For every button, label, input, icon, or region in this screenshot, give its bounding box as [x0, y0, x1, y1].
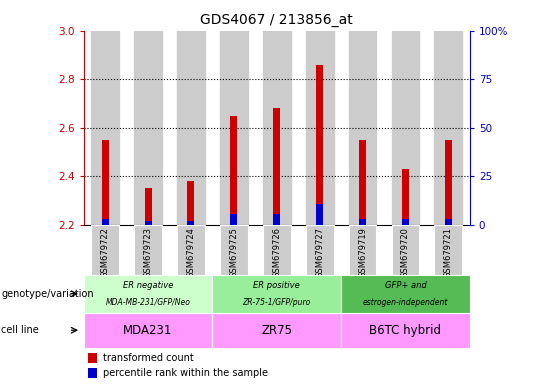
Bar	[231, 116, 238, 225]
Bar	[87, 368, 97, 378]
FancyBboxPatch shape	[84, 275, 212, 313]
Text: GSM679721: GSM679721	[444, 227, 453, 278]
Text: estrogen-independent: estrogen-independent	[363, 298, 448, 307]
FancyBboxPatch shape	[341, 313, 470, 348]
Bar	[231, 214, 238, 225]
Text: GSM679719: GSM679719	[358, 227, 367, 278]
Bar	[145, 221, 152, 225]
Bar	[316, 204, 323, 225]
FancyBboxPatch shape	[263, 225, 291, 275]
FancyBboxPatch shape	[91, 225, 119, 275]
Text: MDA231: MDA231	[123, 324, 173, 337]
Title: GDS4067 / 213856_at: GDS4067 / 213856_at	[200, 13, 353, 27]
Bar	[273, 108, 280, 225]
FancyBboxPatch shape	[392, 225, 420, 275]
Bar	[349, 31, 376, 225]
Bar	[359, 140, 366, 225]
FancyBboxPatch shape	[212, 313, 341, 348]
Bar	[177, 31, 205, 225]
Bar	[359, 218, 366, 225]
Text: ER positive: ER positive	[253, 281, 300, 290]
Bar	[273, 214, 280, 225]
Bar	[187, 221, 194, 225]
FancyBboxPatch shape	[177, 225, 205, 275]
Bar	[102, 140, 109, 225]
Bar	[306, 31, 334, 225]
FancyBboxPatch shape	[220, 225, 248, 275]
Text: GSM679725: GSM679725	[230, 227, 238, 278]
Text: cell line: cell line	[1, 325, 39, 335]
Bar	[402, 169, 409, 225]
Text: GSM679722: GSM679722	[100, 227, 110, 278]
Text: ER negative: ER negative	[123, 281, 173, 290]
Text: GSM679726: GSM679726	[272, 227, 281, 278]
Bar	[187, 181, 194, 225]
Text: ZR75: ZR75	[261, 324, 292, 337]
FancyBboxPatch shape	[349, 225, 376, 275]
Bar	[134, 31, 162, 225]
Text: GSM679723: GSM679723	[144, 227, 153, 278]
Bar	[402, 218, 409, 225]
Bar	[87, 353, 97, 363]
Bar	[392, 31, 420, 225]
FancyBboxPatch shape	[134, 225, 162, 275]
Bar	[102, 218, 109, 225]
FancyBboxPatch shape	[212, 275, 341, 313]
Text: B6TC hybrid: B6TC hybrid	[369, 324, 442, 337]
FancyBboxPatch shape	[84, 313, 212, 348]
Text: GSM679727: GSM679727	[315, 227, 324, 278]
Bar	[145, 188, 152, 225]
Bar	[445, 218, 452, 225]
FancyBboxPatch shape	[306, 225, 334, 275]
Text: GFP+ and: GFP+ and	[384, 281, 426, 290]
Bar	[263, 31, 291, 225]
Text: genotype/variation: genotype/variation	[1, 289, 94, 299]
FancyBboxPatch shape	[341, 275, 470, 313]
Text: GSM679720: GSM679720	[401, 227, 410, 278]
Bar	[445, 140, 452, 225]
Text: percentile rank within the sample: percentile rank within the sample	[103, 368, 268, 378]
Text: transformed count: transformed count	[103, 353, 194, 363]
Bar	[220, 31, 248, 225]
FancyBboxPatch shape	[434, 225, 462, 275]
Bar	[91, 31, 119, 225]
Text: ZR-75-1/GFP/puro: ZR-75-1/GFP/puro	[242, 298, 311, 307]
Bar	[434, 31, 462, 225]
Text: MDA-MB-231/GFP/Neo: MDA-MB-231/GFP/Neo	[106, 298, 191, 307]
Bar	[316, 65, 323, 225]
Text: GSM679724: GSM679724	[186, 227, 195, 278]
